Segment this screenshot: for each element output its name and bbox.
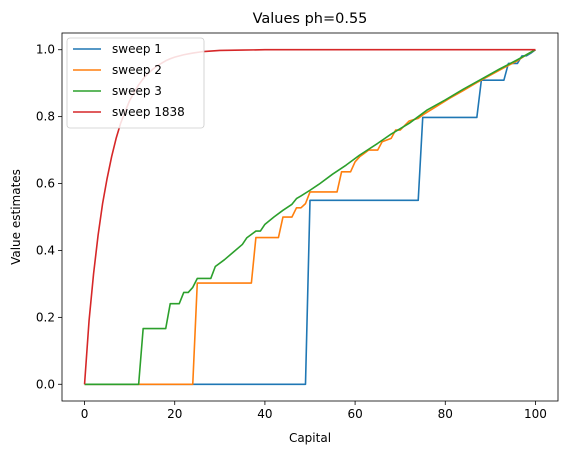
y-axis-label: Value estimates [9,169,23,265]
y-tick-label: 0.0 [36,377,55,391]
y-tick-label: 0.4 [36,243,55,257]
x-tick-label: 20 [167,407,182,421]
x-axis-label: Capital [289,431,331,445]
x-tick-label: 0 [81,407,89,421]
x-tick-label: 60 [347,407,362,421]
legend-label-3: sweep 3 [112,84,162,98]
y-tick-label: 0.2 [36,310,55,324]
legend-label-4: sweep 1838 [112,105,185,119]
legend-label-2: sweep 2 [112,63,162,77]
x-tick-label: 40 [257,407,272,421]
x-tick-label: 100 [524,407,547,421]
y-tick-label: 0.8 [36,110,55,124]
chart-title: Values ph=0.55 [253,11,368,27]
y-tick-label: 0.6 [36,177,55,191]
x-tick-label: 80 [438,407,453,421]
legend-label-1: sweep 1 [112,42,162,56]
legend: sweep 1 sweep 2 sweep 3 sweep 1838 [67,38,204,128]
y-tick-label: 1.0 [36,43,55,57]
